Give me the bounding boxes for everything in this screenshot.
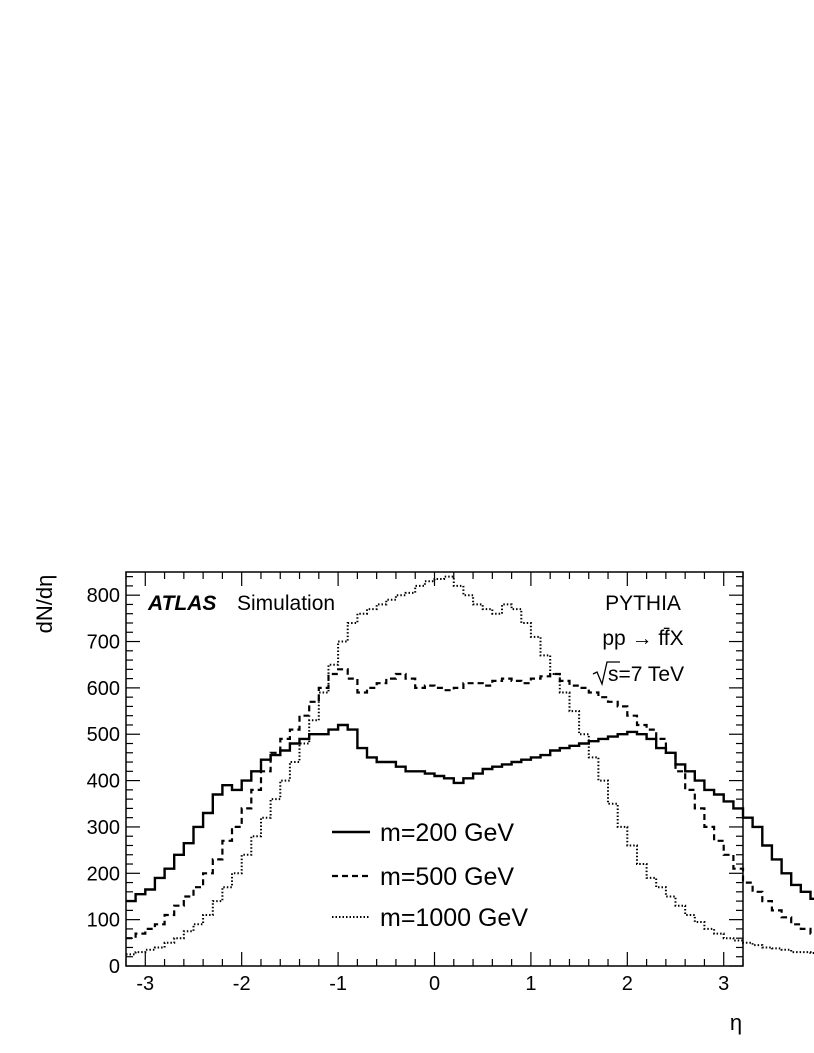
series-layer xyxy=(126,575,814,956)
series-line-1 xyxy=(126,723,814,903)
y-tick-label: 700 xyxy=(87,632,120,654)
x-tick-label: 2 xyxy=(622,973,633,995)
legend-label-m500: m=500 GeV xyxy=(380,863,514,891)
y-tick-label: 100 xyxy=(87,910,120,932)
energy-label: s=7 TeV xyxy=(592,661,684,687)
y-tick-label: 0 xyxy=(109,956,120,978)
process-label: pp → ff̄X xyxy=(602,627,683,650)
x-tick-label: -3 xyxy=(136,973,154,995)
series-line-3 xyxy=(126,575,814,956)
series-line-2 xyxy=(126,668,814,940)
legend: m=200 GeV m=500 GeV m=1000 GeV xyxy=(332,819,528,932)
axes: -3 -2 -1 0 1 2 3 0 100 200 300 400 500 600 700 800 xyxy=(87,572,744,995)
y-tick-label: 400 xyxy=(87,771,120,793)
y-axis-title: dN/dη xyxy=(32,575,57,634)
legend-label-m200: m=200 GeV xyxy=(380,819,514,847)
energy-text: s=7 TeV xyxy=(608,663,684,686)
y-tick-label: 200 xyxy=(87,863,120,885)
x-tick-label: 1 xyxy=(525,973,536,995)
x-tick-label: 3 xyxy=(718,973,729,995)
x-tick-label: -1 xyxy=(329,973,347,995)
generator-label: PYTHIA xyxy=(605,592,681,615)
x-tick-label: 0 xyxy=(429,973,440,995)
legend-label-m1000: m=1000 GeV xyxy=(380,904,528,932)
sqrt-symbol xyxy=(592,661,620,687)
atlas-label: ATLAS xyxy=(147,592,216,615)
y-tick-label: 600 xyxy=(87,678,120,700)
y-tick-label: 500 xyxy=(87,724,120,746)
x-tick-label: -2 xyxy=(233,973,251,995)
x-axis-title: η xyxy=(730,1010,742,1035)
y-tick-label: 800 xyxy=(87,585,120,607)
simulation-label: Simulation xyxy=(237,592,335,615)
y-tick-label: 300 xyxy=(87,817,120,839)
